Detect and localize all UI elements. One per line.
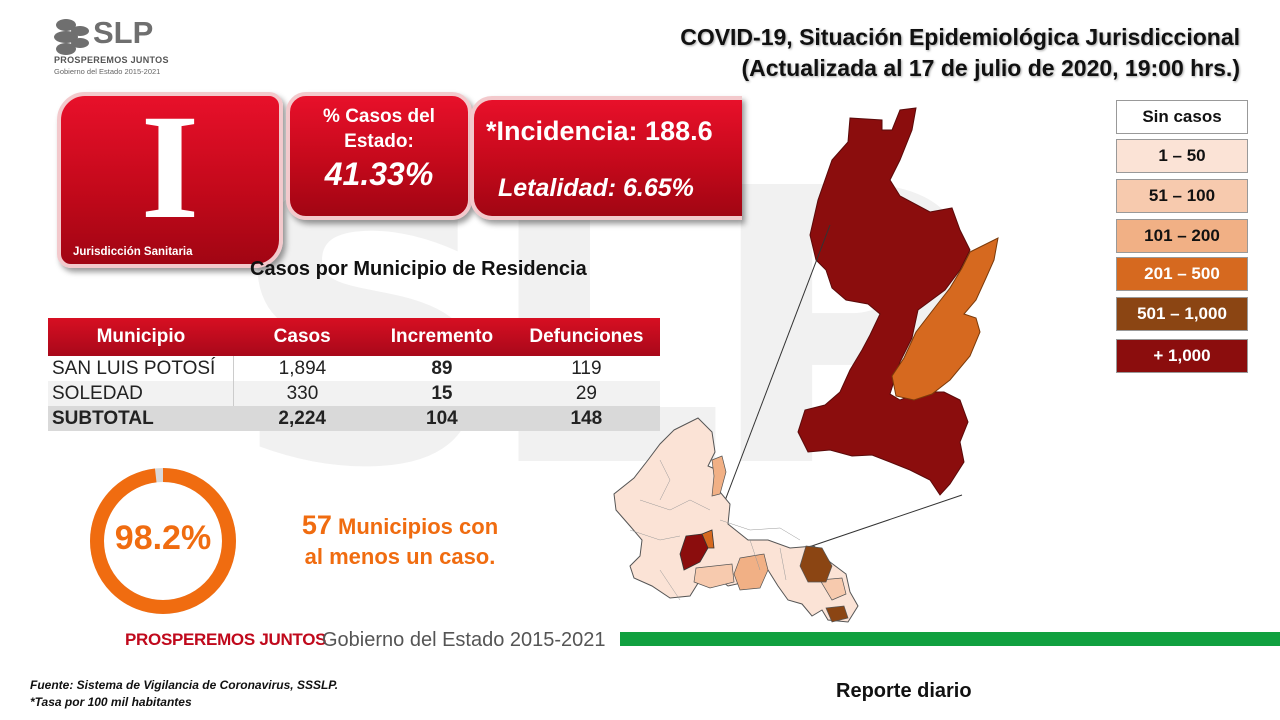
- slp-logo-icon: [54, 19, 89, 55]
- map-municipality: [799, 545, 833, 583]
- map-municipal-borders: [629, 459, 801, 601]
- map-municipality: [693, 563, 735, 589]
- municipalities-count: 57: [301, 510, 332, 540]
- rates-card: *Incidencia: 188.6 Letalidad: 6.65%: [470, 96, 742, 220]
- title-line-2: (Actualizada al 17 de julio de 2020, 19:…: [741, 55, 1240, 81]
- table-subtotal-row: SUBTOTAL 2,224 104 148: [48, 406, 660, 431]
- zoom-line: [799, 494, 963, 551]
- zoom-line: [709, 224, 831, 541]
- map-municipality: [733, 553, 769, 591]
- footer-slogan: PROSPEREMOS JUNTOS: [125, 630, 327, 649]
- cell-defunciones: 119: [513, 356, 660, 381]
- map-municipality: [825, 605, 849, 623]
- map-highlight-soledad: [701, 529, 715, 549]
- map-soledad: [891, 237, 999, 401]
- legend-item: 1 – 50: [1116, 139, 1248, 173]
- legend-item: 501 – 1,000: [1116, 297, 1248, 331]
- cell-casos: 2,224: [233, 406, 371, 431]
- municipalities-line-1: 57 Municipios con: [285, 510, 515, 542]
- legend-item: 201 – 500: [1116, 257, 1248, 291]
- state-percentage-value: 41.33%: [324, 156, 434, 192]
- table-row: SOLEDAD 330 15 29: [48, 381, 660, 406]
- table-row: SAN LUIS POTOSÍ 1,894 89 119: [48, 356, 660, 381]
- cell-casos: 330: [233, 381, 371, 406]
- jurisdiction-label: Jurisdicción Sanitaria: [73, 246, 193, 258]
- report-label: Reporte diario: [836, 680, 972, 702]
- source-text: Fuente: Sistema de Vigilancia de Coronav…: [30, 678, 339, 692]
- cases-table: Municipio Casos Incremento Defunciones S…: [48, 318, 660, 431]
- header-municipio: Municipio: [48, 318, 234, 356]
- title-line-1: COVID-19, Situación Epidemiológica Juris…: [680, 24, 1240, 50]
- page-title: COVID-19, Situación Epidemiológica Juris…: [680, 22, 1240, 84]
- cell-defunciones: 29: [513, 381, 660, 406]
- state-percentage-card: % Casos del Estado: 41.33%: [286, 92, 472, 220]
- cell-incremento: 104: [370, 406, 514, 431]
- cell-defunciones: 148: [513, 406, 660, 431]
- header-defunciones: Defunciones: [513, 318, 660, 356]
- lethality-text: Letalidad: 6.65%: [498, 174, 694, 202]
- state-percentage-label: % Casos del Estado:: [323, 106, 435, 152]
- logo-government: Gobierno del Estado 2015-2021: [54, 67, 161, 76]
- incidence-text: *Incidencia: 188.6: [486, 116, 713, 146]
- donut-progress: [90, 468, 236, 614]
- map-state: [613, 417, 859, 623]
- table-header-row: Municipio Casos Incremento Defunciones: [48, 318, 660, 356]
- jurisdiction-map: [613, 107, 999, 623]
- footer-green-bar: [620, 632, 1280, 646]
- cell-municipio: SUBTOTAL: [48, 406, 234, 431]
- coverage-donut: [90, 468, 236, 614]
- map-san-luis-potosi: [797, 107, 971, 496]
- header-incremento: Incremento: [370, 318, 514, 356]
- legend-item: 101 – 200: [1116, 219, 1248, 253]
- rate-note: *Tasa por 100 mil habitantes: [30, 695, 192, 709]
- logo-tagline: PROSPEREMOS JUNTOS: [54, 55, 169, 65]
- legend-item: + 1,000: [1116, 339, 1248, 373]
- coverage-percent: 98.2%: [114, 519, 212, 557]
- cell-incremento: 89: [370, 356, 514, 381]
- municipalities-line-2: al menos un caso.: [304, 544, 496, 569]
- legend-item: 51 – 100: [1116, 179, 1248, 213]
- map-municipality: [819, 577, 847, 601]
- logo-wordmark: SLP: [93, 15, 154, 50]
- municipalities-summary: 57 Municipios con al menos un caso.: [285, 510, 515, 572]
- header-casos: Casos: [233, 318, 371, 356]
- footer-government: Gobierno del Estado 2015-2021: [322, 629, 606, 651]
- cell-municipio: SOLEDAD: [48, 381, 234, 406]
- jurisdiction-card: I Jurisdicción Sanitaria: [57, 92, 283, 268]
- cell-municipio: SAN LUIS POTOSÍ: [48, 356, 234, 381]
- table-title: Casos por Municipio de Residencia: [250, 258, 587, 280]
- cell-incremento: 15: [370, 381, 514, 406]
- jurisdiction-numeral: I: [140, 92, 200, 250]
- source-note: Fuente: Sistema de Vigilancia de Coronav…: [30, 677, 338, 711]
- legend-item: Sin casos: [1116, 100, 1248, 134]
- map-municipality: [711, 455, 727, 497]
- municipalities-text-1: Municipios con: [338, 514, 499, 539]
- cell-casos: 1,894: [233, 356, 371, 381]
